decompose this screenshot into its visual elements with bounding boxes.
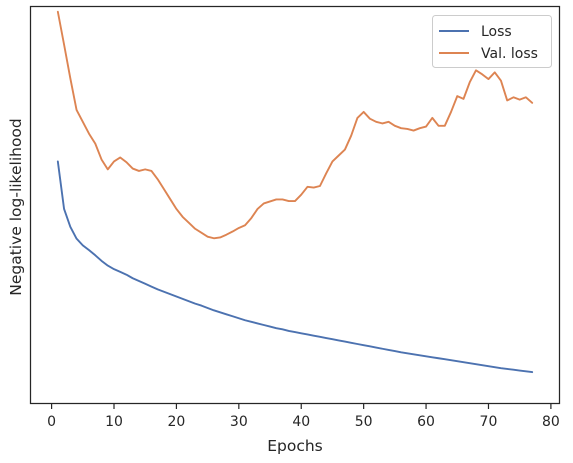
legend-label-val-loss: Val. loss xyxy=(481,46,538,62)
legend-box xyxy=(432,15,552,68)
x-tick-label: 10 xyxy=(105,414,123,430)
x-tick-label: 40 xyxy=(292,414,310,430)
legend-label-loss: Loss xyxy=(481,24,512,40)
series-lines xyxy=(56,10,534,374)
x-tick-label: 50 xyxy=(355,414,373,430)
x-tick-label: 0 xyxy=(47,414,56,430)
legend: Loss Val. loss xyxy=(432,15,552,68)
x-tick-label: 60 xyxy=(417,414,435,430)
x-ticks: 0 10 20 30 40 50 60 70 80 xyxy=(47,404,560,430)
plot-area xyxy=(29,5,561,405)
series-line-val-loss xyxy=(56,10,534,240)
x-axis-label: Epochs xyxy=(267,437,323,455)
x-tick-label: 20 xyxy=(168,414,186,430)
x-tick-label: 30 xyxy=(230,414,248,430)
series-line-loss xyxy=(56,160,534,374)
y-axis-label: Negative log-likelihood xyxy=(7,118,25,296)
x-tick-label: 80 xyxy=(542,414,560,430)
x-tick-label: 70 xyxy=(480,414,498,430)
